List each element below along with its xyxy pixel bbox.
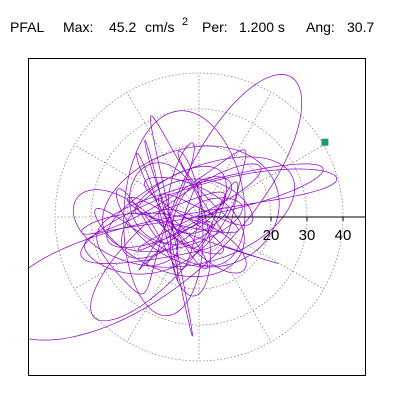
axis-tick-label-30: 30	[299, 227, 316, 244]
max-unit: cm/s	[145, 19, 175, 35]
grid-spoke-150	[74, 144, 200, 218]
chart-header: PFAL Max: 45.2 cm/s 2 Per: 1.200 s Ang: …	[10, 16, 374, 35]
polar-plot: 20 30 40	[29, 72, 365, 362]
station-name: PFAL	[10, 19, 44, 35]
max-label: Max:	[63, 19, 93, 35]
grid-spoke-30	[198, 144, 324, 218]
period-label: Per:	[202, 19, 228, 35]
motion-trace	[29, 74, 338, 341]
period-value: 1.200 s	[239, 19, 285, 35]
axis-tick-label-20: 20	[263, 227, 280, 244]
axis-tick-label-40: 40	[335, 227, 352, 244]
grid-spoke-120	[126, 92, 200, 218]
max-vector-marker	[321, 138, 329, 146]
angle-label: Ang:	[306, 19, 335, 35]
max-value: 45.2	[109, 19, 136, 35]
plot-frame: 20 30 40	[28, 58, 366, 376]
grid-spoke-210	[74, 216, 200, 290]
grid-spoke-300	[198, 216, 272, 342]
grid-spoke-330	[198, 216, 324, 290]
grid-spoke-240	[126, 216, 200, 342]
max-unit-exponent: 2	[182, 16, 188, 28]
angle-value: 30.7	[347, 19, 374, 35]
grid-spoke-60	[198, 92, 272, 218]
